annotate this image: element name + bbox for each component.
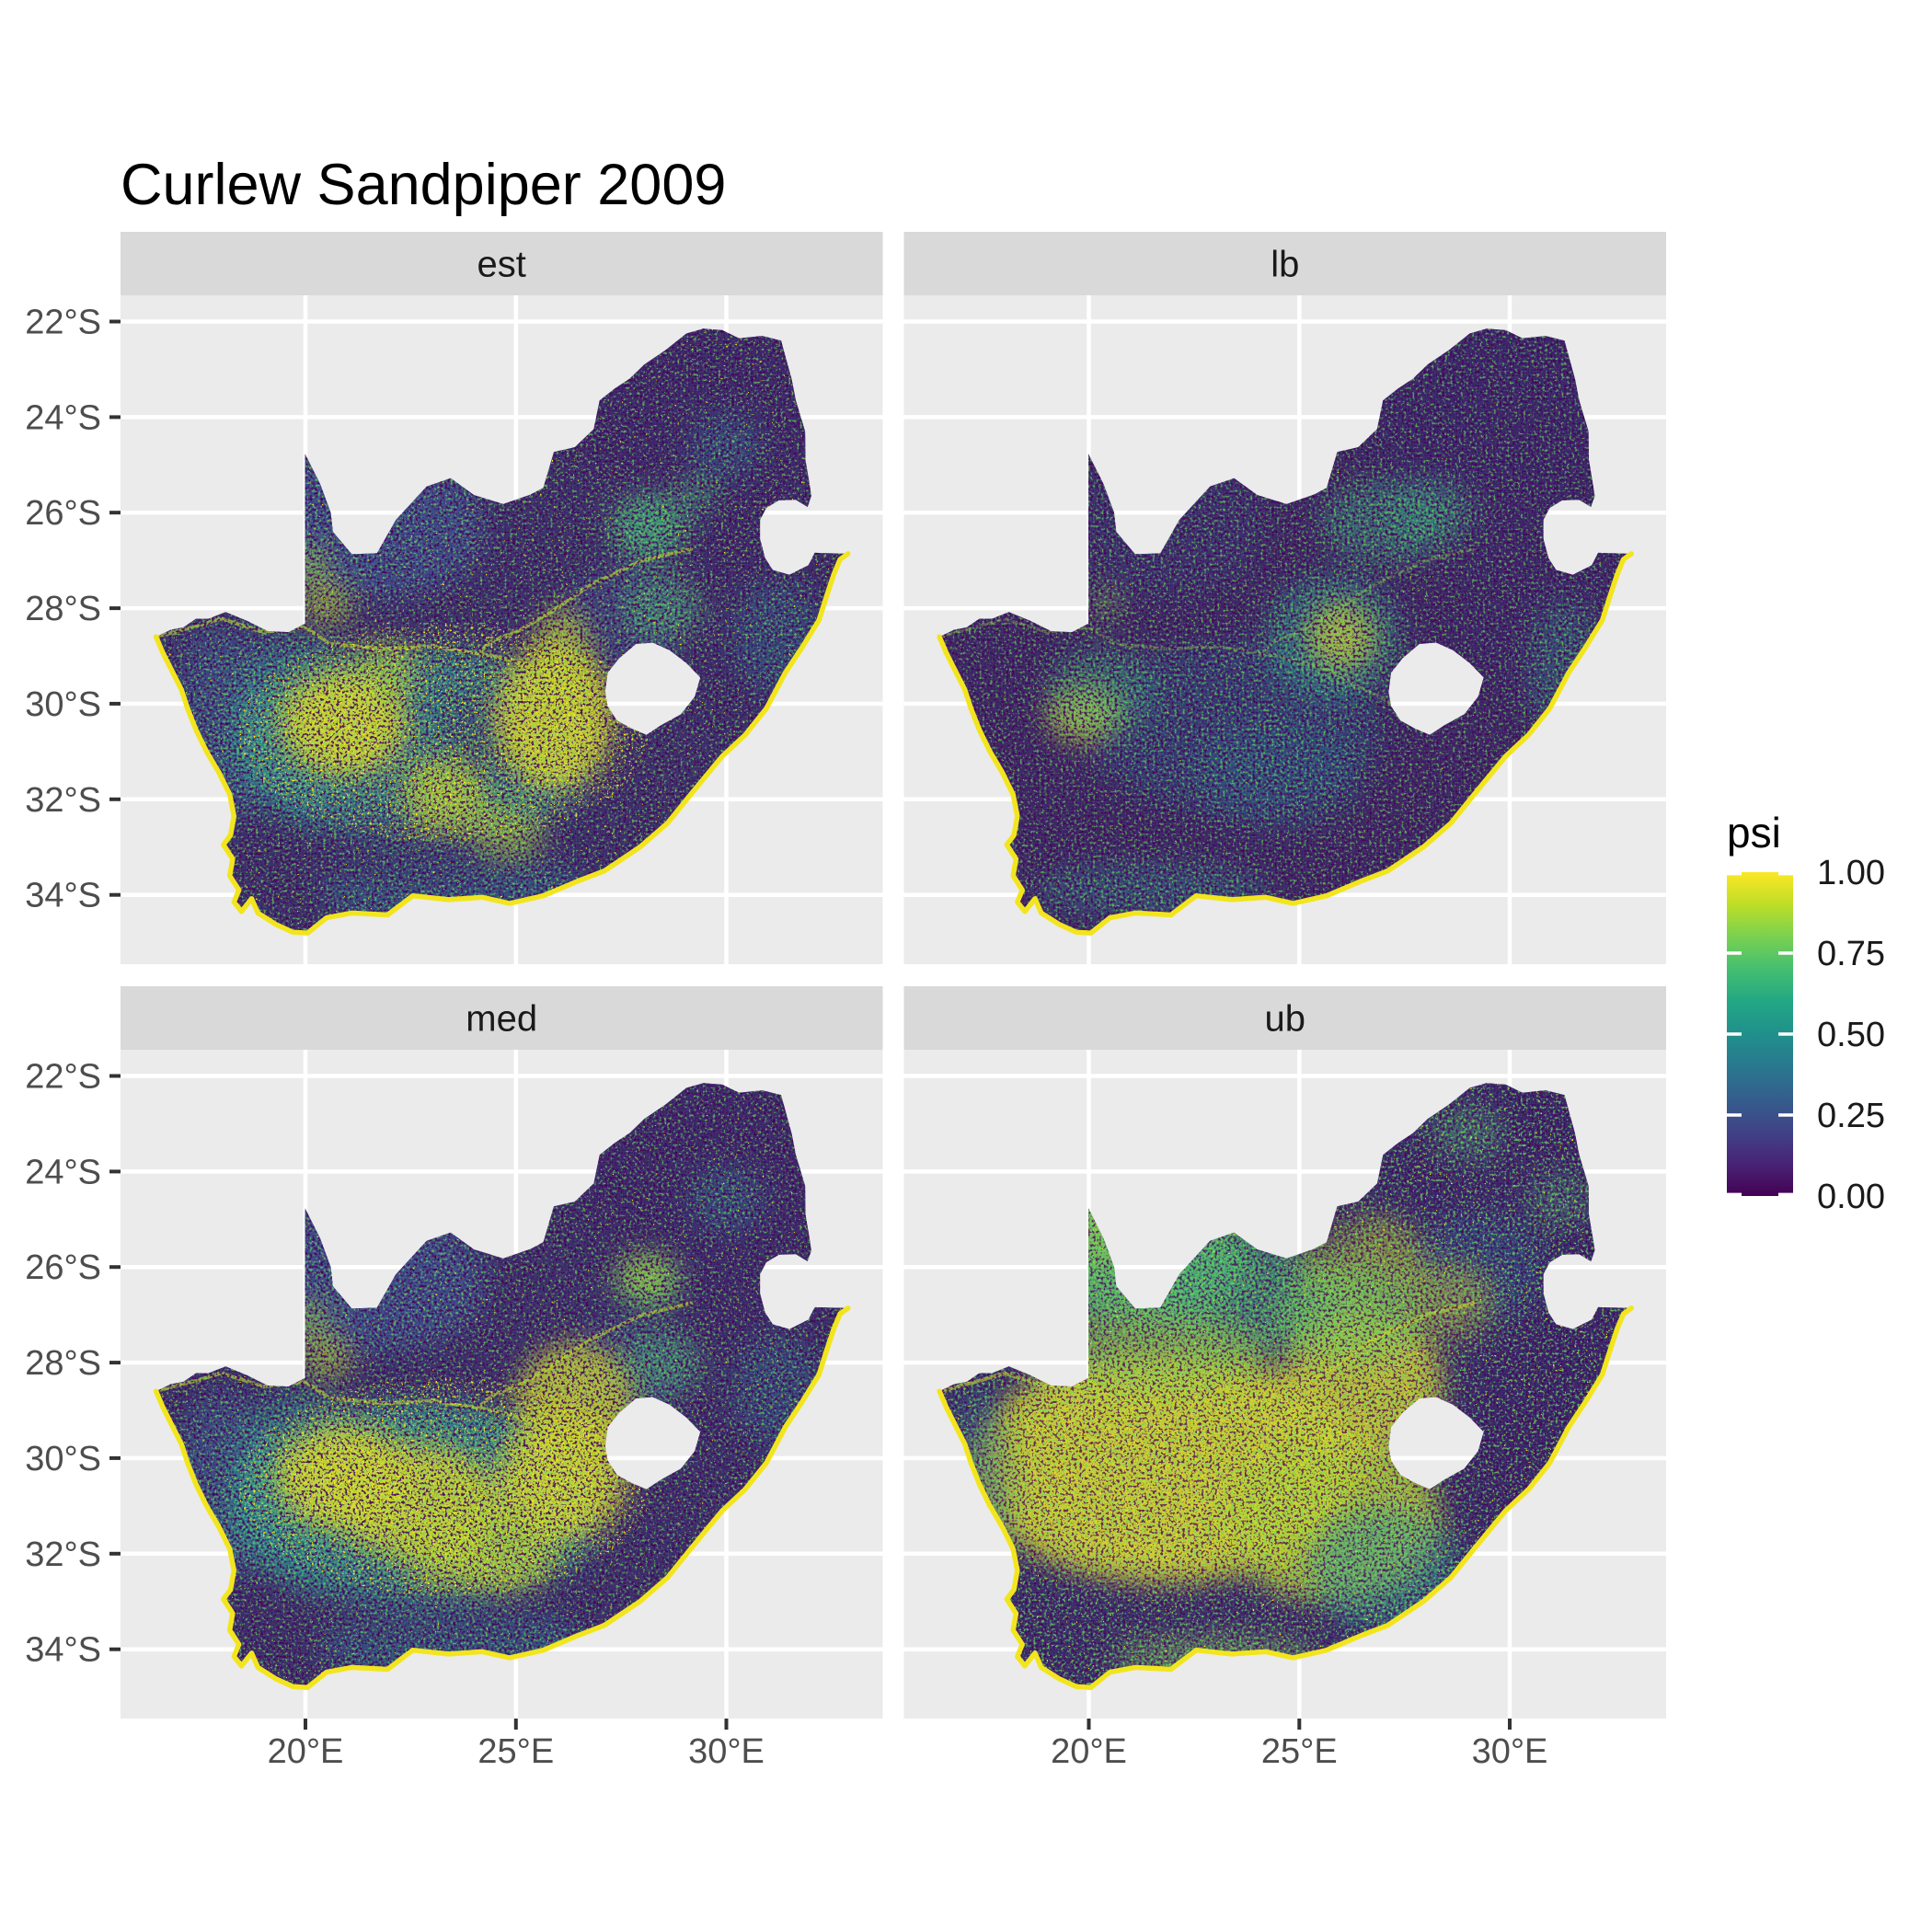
svg-text:0.00: 0.00: [1817, 1178, 1885, 1216]
svg-text:25°E: 25°E: [477, 1732, 554, 1771]
svg-text:32°S: 32°S: [25, 781, 101, 820]
svg-text:26°S: 26°S: [25, 494, 101, 533]
svg-text:32°S: 32°S: [25, 1535, 101, 1574]
svg-text:30°S: 30°S: [25, 1440, 101, 1478]
svg-text:lb: lb: [1271, 245, 1299, 285]
svg-text:1.00: 1.00: [1817, 854, 1885, 892]
svg-text:34°S: 34°S: [25, 1631, 101, 1670]
svg-text:est: est: [477, 245, 526, 285]
svg-text:0.25: 0.25: [1817, 1097, 1885, 1135]
svg-text:26°S: 26°S: [25, 1248, 101, 1287]
svg-text:28°S: 28°S: [25, 590, 101, 628]
svg-text:28°S: 28°S: [25, 1344, 101, 1383]
svg-text:ub: ub: [1265, 999, 1306, 1040]
svg-text:22°S: 22°S: [25, 304, 101, 342]
svg-text:25°E: 25°E: [1261, 1732, 1338, 1771]
svg-text:22°S: 22°S: [25, 1058, 101, 1097]
svg-text:34°S: 34°S: [25, 877, 101, 915]
svg-text:med: med: [466, 999, 537, 1040]
svg-text:psi: psi: [1727, 809, 1781, 857]
svg-text:24°S: 24°S: [25, 1153, 101, 1191]
svg-text:20°E: 20°E: [1051, 1732, 1127, 1771]
svg-text:30°E: 30°E: [1472, 1732, 1548, 1771]
svg-text:0.50: 0.50: [1817, 1016, 1885, 1054]
svg-text:24°S: 24°S: [25, 398, 101, 437]
svg-text:0.75: 0.75: [1817, 935, 1885, 973]
svg-text:30°S: 30°S: [25, 685, 101, 724]
svg-text:Curlew Sandpiper 2009: Curlew Sandpiper 2009: [121, 153, 726, 217]
svg-text:30°E: 30°E: [688, 1732, 765, 1771]
svg-text:20°E: 20°E: [268, 1732, 344, 1771]
